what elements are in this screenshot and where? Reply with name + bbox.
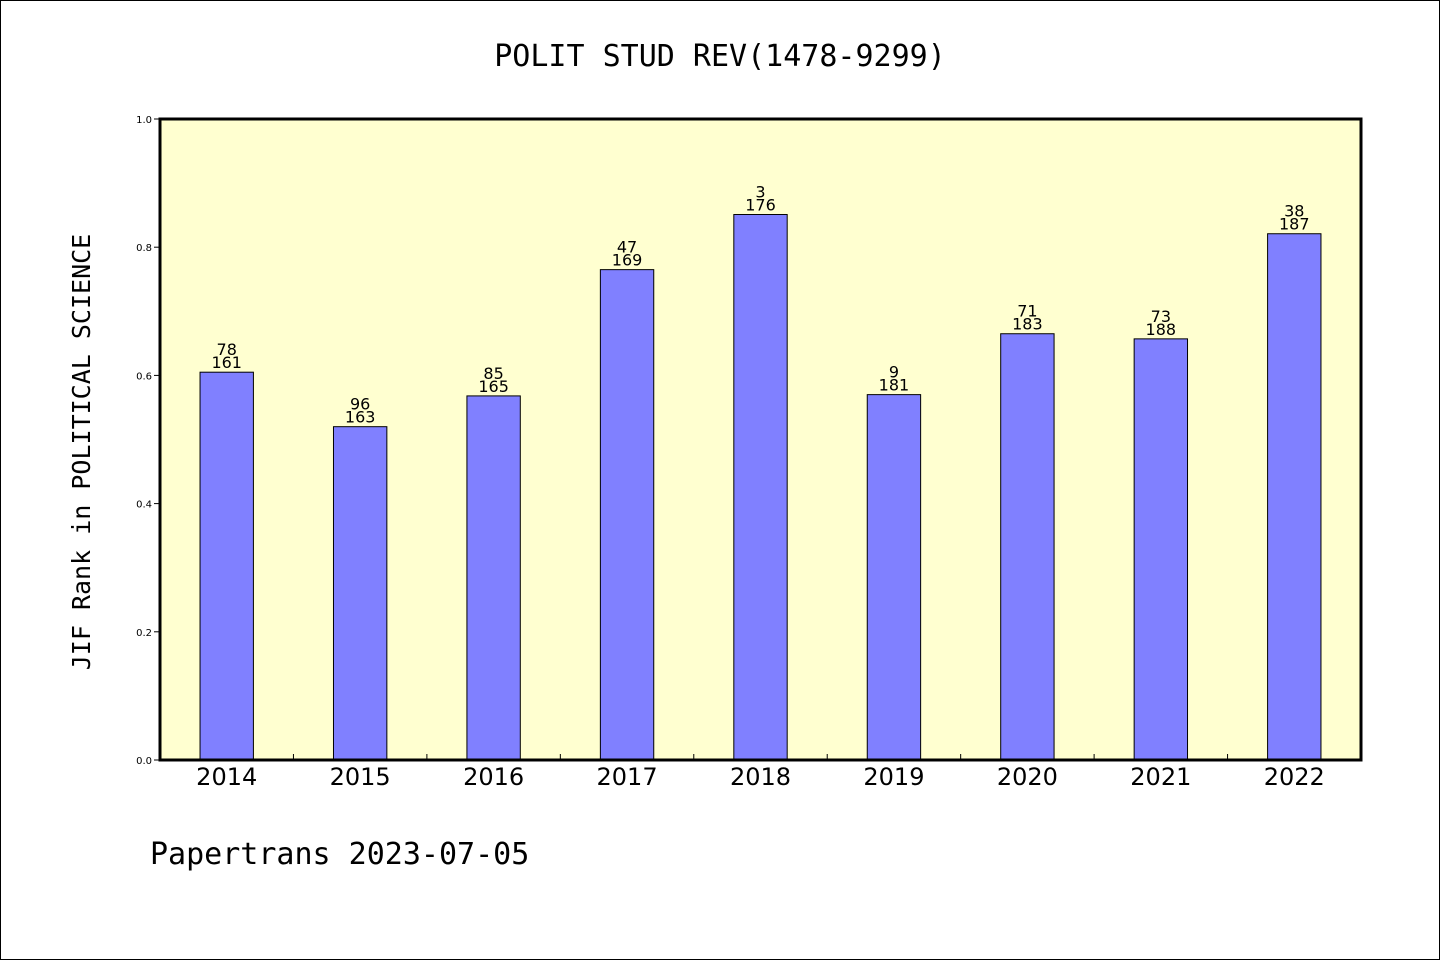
bar-total-label-2020: 183 xyxy=(1012,315,1043,334)
x-tick-label-2014: 2014 xyxy=(196,763,257,791)
bar-rank-label-2016: 85 xyxy=(483,364,503,383)
bar-2015 xyxy=(332,426,388,761)
bar-total-label-2017: 169 xyxy=(612,251,643,270)
y-tick-label: 0.4 xyxy=(136,500,152,511)
bar-total-label-2015: 163 xyxy=(345,408,376,427)
footer-text: Papertrans 2023-07-05 xyxy=(150,837,529,872)
bar-total-label-2019: 181 xyxy=(879,376,910,395)
bar-2019 xyxy=(866,394,922,761)
x-tick-label-2017: 2017 xyxy=(597,763,658,791)
bar-rank-label-2019: 9 xyxy=(889,363,899,382)
y-tick-label: 0.6 xyxy=(136,371,152,382)
x-tick-label-2020: 2020 xyxy=(997,763,1058,791)
bar-total-label-2022: 187 xyxy=(1279,215,1310,234)
x-tick-label-2022: 2022 xyxy=(1264,763,1325,791)
x-tick-label-2019: 2019 xyxy=(863,763,924,791)
bar-2016 xyxy=(466,395,521,761)
bar-2022 xyxy=(1267,233,1322,761)
plot-border xyxy=(158,117,1363,762)
bar-total-label-2018: 176 xyxy=(745,196,776,215)
chart-title: POLIT STUD REV(1478-9299) xyxy=(494,39,946,74)
y-tick-label: 0.0 xyxy=(136,756,152,767)
bar-rank-label-2015: 96 xyxy=(350,395,370,414)
x-tick-label-2015: 2015 xyxy=(330,763,391,791)
bar-rank-label-2017: 47 xyxy=(617,238,637,257)
bar-2017 xyxy=(599,269,655,761)
bar-2020 xyxy=(1000,333,1055,761)
y-tick-label: 0.2 xyxy=(136,628,152,639)
x-tick-label-2018: 2018 xyxy=(730,763,791,791)
bar-rank-label-2014: 78 xyxy=(217,340,237,359)
bar-rank-label-2018: 3 xyxy=(755,183,765,202)
bar-total-label-2016: 165 xyxy=(478,377,509,396)
bar-total-label-2014: 161 xyxy=(211,353,242,372)
bar-rank-label-2021: 73 xyxy=(1151,307,1171,326)
x-tick-label-2021: 2021 xyxy=(1130,763,1191,791)
bar-rank-label-2022: 38 xyxy=(1284,202,1304,221)
bar-rank-label-2020: 71 xyxy=(1017,302,1037,321)
x-tick-label-2016: 2016 xyxy=(463,763,524,791)
y-axis-label: JIF Rank in POLITICAL SCIENCE xyxy=(67,234,96,671)
bar-total-label-2021: 188 xyxy=(1146,320,1177,339)
y-tick-label: 0.8 xyxy=(136,243,152,254)
bars-group xyxy=(199,214,1322,761)
bar-2018 xyxy=(733,214,788,761)
y-tick-label: 1.0 xyxy=(136,115,152,126)
bar-2014 xyxy=(199,371,254,761)
bar-2021 xyxy=(1133,338,1189,761)
